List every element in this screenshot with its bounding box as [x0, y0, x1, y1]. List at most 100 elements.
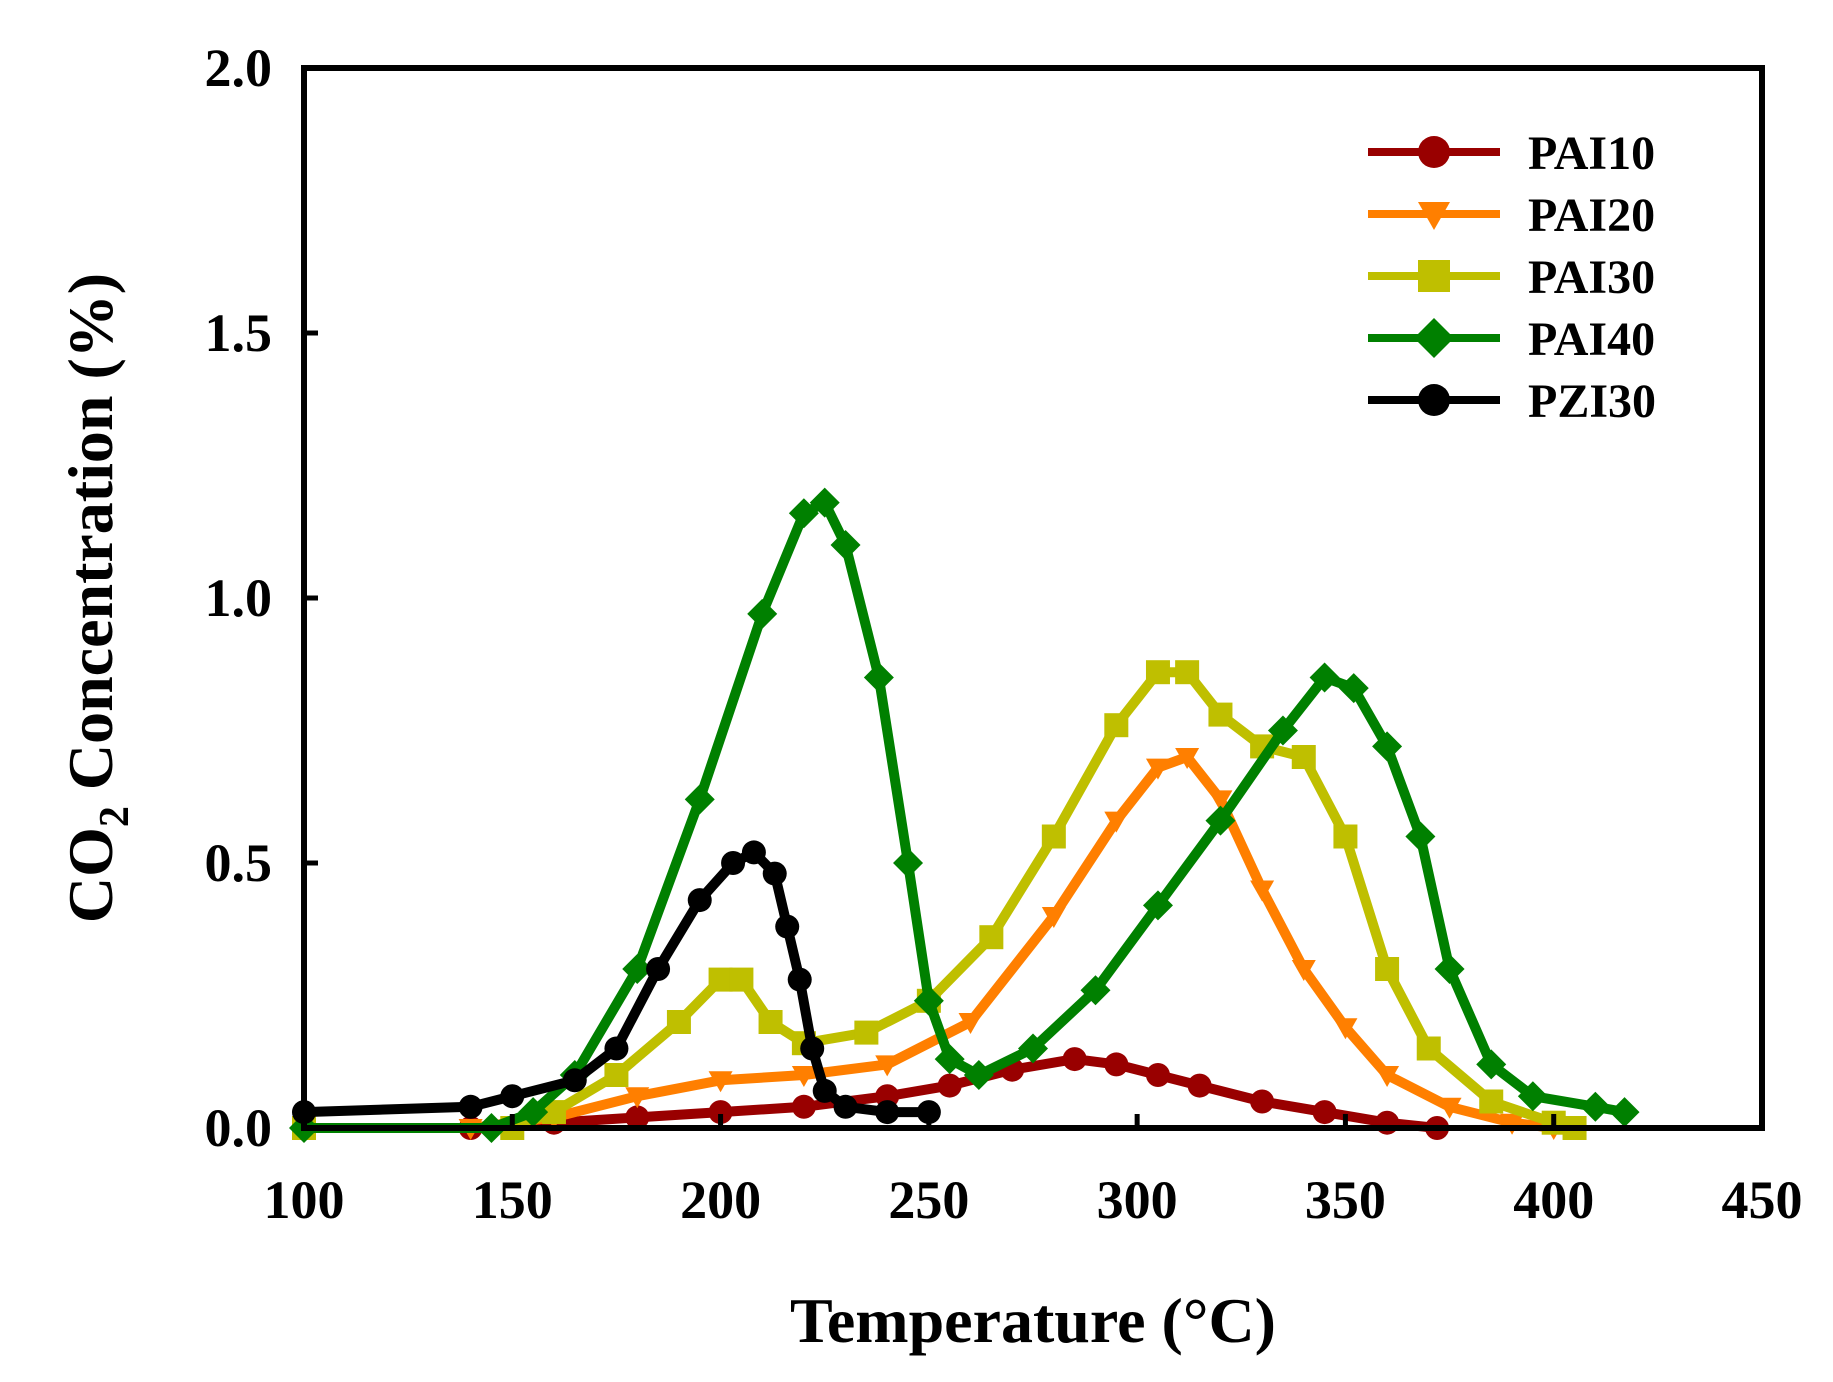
legend-pai40: PAI40: [1368, 313, 1655, 366]
series-pai40-point-2: [518, 1097, 549, 1128]
series-pai20-point-5: [791, 1066, 816, 1087]
series-pai20-point-14: [1291, 960, 1316, 981]
legend-pai10-label: PAI10: [1528, 127, 1655, 180]
y-axis-title-rest: Concentration (%): [55, 273, 126, 806]
series-pzi30-point-16: [916, 1100, 941, 1125]
series-pai40-point-28: [1609, 1097, 1640, 1128]
series-pai20-point-3: [625, 1087, 650, 1109]
series-pzi30-point-9: [762, 861, 787, 886]
series-pai40-point-12: [913, 985, 944, 1016]
series-pai20-point-8: [1041, 907, 1066, 928]
series-pzi30-point-11: [787, 967, 812, 992]
series-pai10-point-10: [1104, 1052, 1129, 1077]
series-pai20-point-6: [875, 1055, 900, 1077]
series-pai10-point-7: [937, 1073, 962, 1098]
series-pai40: [289, 487, 1640, 1143]
series-pai30-point-11: [979, 925, 1004, 950]
series-pai40-point-25: [1476, 1049, 1507, 1080]
series-pai40-point-14: [963, 1060, 994, 1090]
legend-pzi30: PZI30: [1368, 375, 1656, 428]
series-pai40-point-6: [747, 598, 778, 629]
series-pzi30-point-4: [604, 1036, 629, 1061]
series-pai10-point-13: [1250, 1089, 1275, 1114]
series-pai30-point-5: [708, 967, 733, 992]
series-pai20-point-10: [1145, 758, 1170, 780]
series-pai40-point-9: [830, 530, 861, 560]
series-pai30-point-4: [666, 1010, 691, 1034]
series-pai40-point-5: [684, 784, 715, 815]
legend: PAI10 PAI20 PAI30 PAI40 PZI30: [1368, 127, 1656, 428]
x-tick-label-200: 200: [680, 1170, 761, 1230]
series-pai40-point-4: [622, 954, 653, 984]
series-pzi30-point-6: [687, 888, 712, 913]
series-pai40-point-13: [934, 1044, 965, 1075]
series-layer: [289, 487, 1640, 1143]
series-pai40-point-26: [1517, 1081, 1548, 1112]
legend-pai20-marker: [1418, 202, 1450, 230]
legend-pai20: PAI20: [1368, 189, 1655, 242]
series-pzi30-point-1: [458, 1094, 483, 1119]
legend-pai40-marker: [1414, 318, 1454, 358]
x-tick-label-450: 450: [1722, 1170, 1803, 1230]
series-pai40-point-17: [1142, 890, 1173, 921]
series-pzi30-point-12: [800, 1036, 825, 1061]
series-pai20-point-11: [1175, 748, 1200, 769]
series-pai10-point-14: [1312, 1100, 1337, 1125]
series-pai20-point-17: [1437, 1097, 1462, 1119]
legend-pai20-label: PAI20: [1528, 189, 1655, 242]
legend-pzi30-marker: [1418, 384, 1450, 416]
series-pai40-point-8: [809, 487, 840, 518]
x-tick-label-250: 250: [888, 1170, 969, 1230]
series-pzi30-point-13: [812, 1078, 837, 1103]
series-pai20-point-7: [958, 1013, 983, 1034]
series-pzi30-point-5: [646, 957, 671, 981]
y-axis-title-main: CO: [55, 827, 126, 923]
series-pai40-point-20: [1309, 662, 1340, 693]
series-pai10-point-5: [791, 1094, 816, 1119]
series-pai10-point-11: [1145, 1063, 1170, 1087]
x-axis-title: Temperature (°C): [790, 1285, 1276, 1356]
series-pzi30-point-3: [562, 1068, 587, 1093]
legend-pai30-label: PAI30: [1528, 251, 1655, 304]
series-pai30-point-19: [1333, 824, 1358, 849]
series-pai40-point-18: [1205, 805, 1236, 836]
series-pai30-point-9: [854, 1020, 879, 1045]
series-pai30-point-3: [604, 1063, 629, 1087]
series-pzi30-point-8: [741, 840, 766, 865]
x-tick-label-100: 100: [264, 1170, 345, 1230]
y-tick-label-0-0: 0.0: [205, 1098, 273, 1158]
series-pai20-point-15: [1333, 1018, 1358, 1040]
series-pai30-point-15: [1175, 660, 1200, 685]
series-pai30-point-21: [1416, 1036, 1441, 1061]
series-pai40-point-19: [1267, 715, 1298, 746]
series-pai40-point-24: [1434, 954, 1465, 984]
y-tick-label-1-5: 1.5: [205, 303, 273, 363]
series-pai30-point-14: [1145, 660, 1170, 685]
series-pai20-line: [299, 752, 1559, 1133]
legend-pai40-label: PAI40: [1528, 313, 1655, 366]
y-tick-label-2-0: 2.0: [205, 38, 273, 98]
series-pzi30-point-7: [721, 851, 746, 875]
series-pai10-point-15: [1375, 1110, 1400, 1135]
series-pai20-point-18: [1500, 1113, 1525, 1135]
y-tick-label-1-0: 1.0: [205, 568, 273, 628]
ticks-layer: 100 150 200 250 300 350 400 450 0.0 0.5 1.0 1.5 2.0: [205, 38, 1803, 1230]
series-pzi30: [292, 840, 941, 1125]
series-pzi30-point-15: [875, 1100, 900, 1125]
series-pai20-point-4: [708, 1071, 733, 1093]
series-pai40-point-10: [863, 662, 894, 693]
x-tick-label-400: 400: [1513, 1170, 1594, 1230]
legend-pai30: PAI30: [1368, 251, 1655, 304]
series-pzi30-point-10: [775, 914, 800, 939]
series-pai30-point-6: [729, 967, 754, 992]
series-pai30-point-7: [758, 1010, 783, 1034]
x-tick-label-150: 150: [472, 1170, 553, 1230]
legend-pai10-marker: [1418, 136, 1450, 168]
x-tick-label-300: 300: [1097, 1170, 1178, 1230]
series-pai40-point-23: [1405, 821, 1436, 852]
series-pai10-point-3: [625, 1105, 650, 1130]
series-pai30-point-13: [1104, 713, 1129, 738]
y-axis-title-subscript: 2: [92, 806, 138, 827]
series-pai30-point-16: [1208, 702, 1233, 727]
legend-pzi30-label: PZI30: [1528, 375, 1656, 428]
